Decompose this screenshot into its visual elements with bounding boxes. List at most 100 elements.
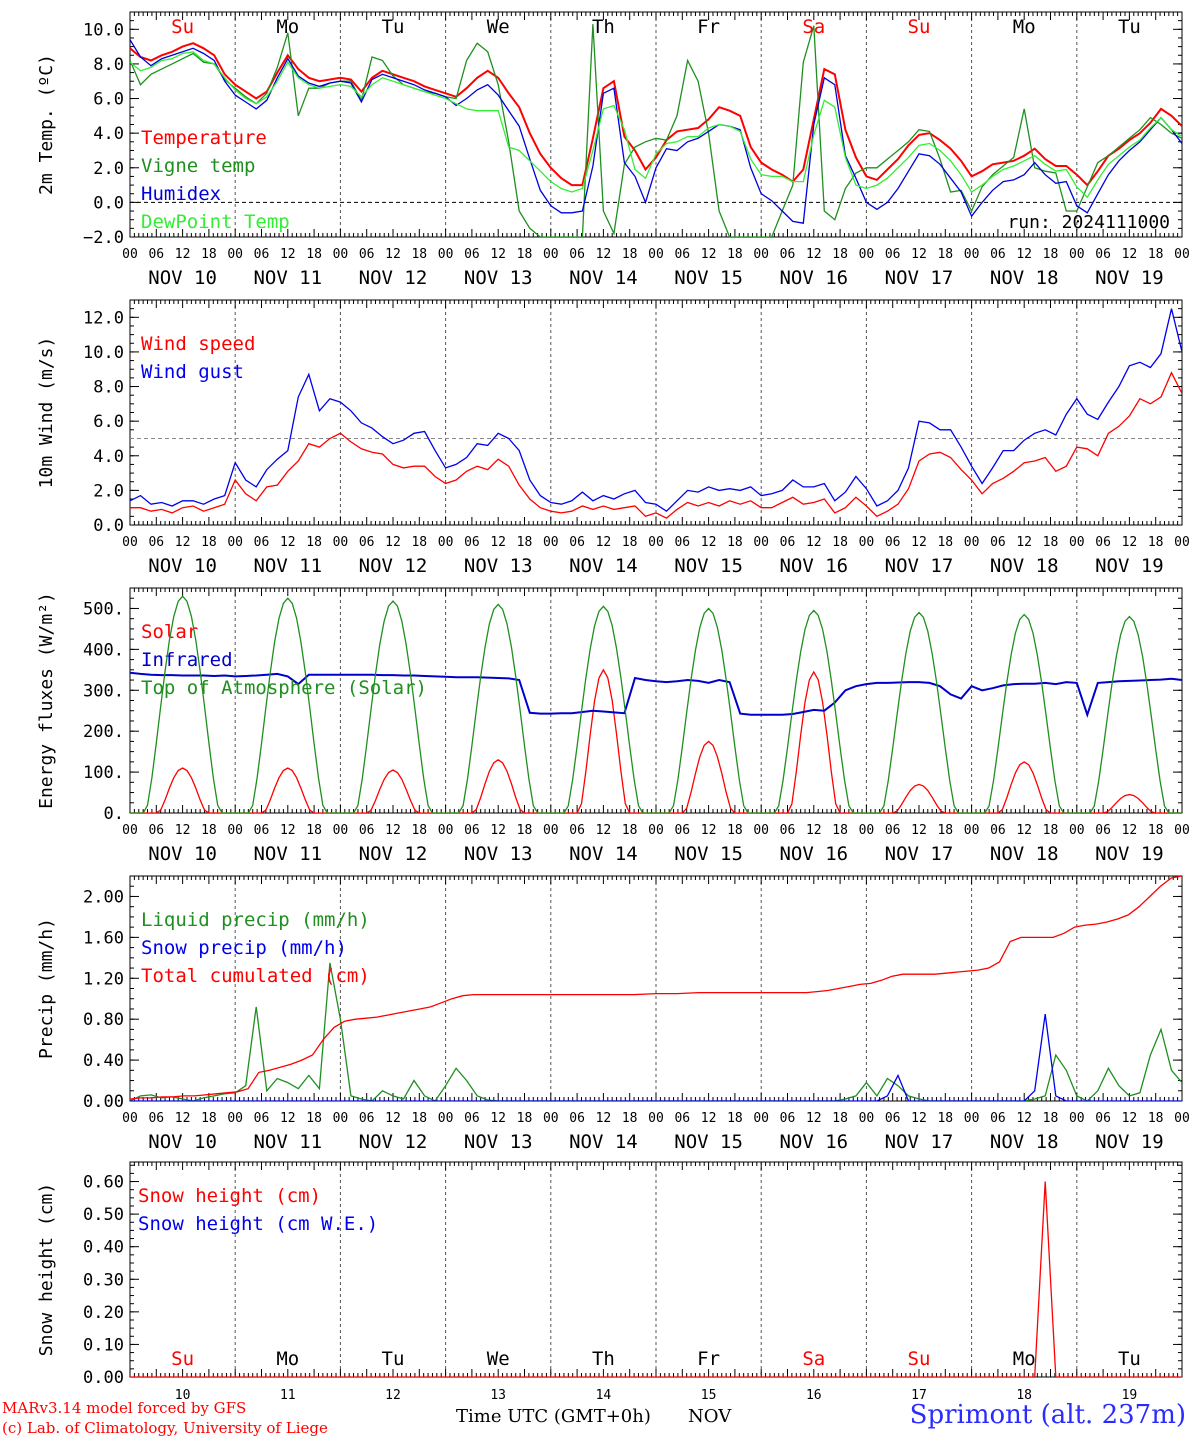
series-line-temperature (130, 42, 1182, 187)
y-tick-label: 12.0 (83, 308, 124, 328)
hour-tick-label: 00 (438, 1111, 454, 1126)
hour-tick-label: 18 (832, 1111, 848, 1126)
date-label: NOV 15 (674, 843, 743, 865)
hour-tick-label: 00 (333, 823, 349, 838)
hour-tick-label: 00 (1174, 247, 1190, 262)
date-label: NOV 14 (569, 843, 638, 865)
hour-tick-label: 18 (832, 247, 848, 262)
y-tick-label: 0.20 (83, 1303, 124, 1323)
hour-tick-label: 06 (885, 823, 901, 838)
hour-tick-label: 18 (1148, 823, 1164, 838)
legend-entry: Snow height (cm) (138, 1185, 321, 1207)
hour-tick-label: 06 (780, 247, 796, 262)
hour-tick-label: 06 (464, 535, 480, 550)
hour-tick-label: 12 (1016, 1111, 1032, 1126)
hour-tick-label: 18 (201, 247, 217, 262)
hour-tick-label: 06 (1095, 247, 1111, 262)
date-label: NOV 13 (464, 267, 533, 289)
hour-tick-label: 12 (1016, 535, 1032, 550)
hour-tick-label: 18 (201, 1111, 217, 1126)
weekday-label: Mo (276, 16, 299, 38)
y-tick-label: 0.80 (83, 1010, 124, 1030)
hour-tick-label: 12 (1016, 247, 1032, 262)
legend-entry: Infrared (141, 649, 233, 671)
hour-tick-label: 00 (753, 1111, 769, 1126)
weekday-label: Mo (276, 1348, 299, 1370)
hour-tick-label: 18 (1043, 247, 1059, 262)
hour-tick-label: 12 (175, 823, 191, 838)
hour-tick-label: 12 (701, 823, 717, 838)
date-label: NOV 14 (569, 555, 638, 577)
y-axis-label: 10m Wind (m/s) (36, 337, 57, 489)
hour-tick-label: 06 (359, 247, 375, 262)
hour-tick-label: 06 (885, 1111, 901, 1126)
date-label: NOV 12 (359, 555, 428, 577)
date-label: NOV 14 (569, 267, 638, 289)
day-number-label: 14 (596, 1388, 612, 1400)
hour-tick-label: 12 (385, 1111, 401, 1126)
date-label: NOV 12 (359, 1131, 428, 1153)
weekday-label: We (487, 16, 510, 38)
hour-tick-label: 18 (832, 823, 848, 838)
hour-tick-label: 18 (622, 535, 638, 550)
lab-credit: (c) Lab. of Climatology, University of L… (2, 1419, 328, 1437)
hour-tick-label: 18 (306, 1111, 322, 1126)
day-number-label: 10 (175, 1388, 191, 1400)
y-axis-label: Energy fluxes (W/m²) (36, 592, 57, 809)
day-number-label: 12 (385, 1388, 401, 1400)
hour-tick-label: 00 (964, 823, 980, 838)
series-line-wind-speed (130, 371, 1182, 519)
y-tick-label: 8.0 (93, 55, 124, 75)
series-line-dewpoint-temp (130, 51, 1182, 199)
hour-tick-label: 12 (806, 823, 822, 838)
hour-tick-label: 12 (280, 247, 296, 262)
hour-tick-label: 06 (674, 823, 690, 838)
y-axis-label: Precip (mm/h) (36, 918, 57, 1059)
hour-tick-label: 00 (227, 535, 243, 550)
date-label: NOV 13 (464, 843, 533, 865)
weekday-label: Mo (1013, 1348, 1036, 1370)
hour-tick-label: 06 (1095, 823, 1111, 838)
legend-entry: Total cumulated (cm) (141, 965, 370, 987)
weekday-label: Mo (1013, 16, 1036, 38)
weekday-label: Tu (382, 1348, 405, 1370)
date-label: NOV 14 (569, 1131, 638, 1153)
hour-tick-label: 12 (911, 1111, 927, 1126)
date-label: NOV 19 (1095, 555, 1164, 577)
hour-tick-label: 18 (517, 1111, 533, 1126)
y-tick-label: 10.0 (83, 343, 124, 363)
hour-tick-label: 18 (411, 247, 427, 262)
hour-tick-label: 12 (1122, 247, 1138, 262)
hour-tick-label: 00 (1069, 535, 1085, 550)
hour-tick-label: 06 (569, 1111, 585, 1126)
hour-tick-label: 18 (411, 1111, 427, 1126)
legend-entry: Top of Atmosphere (Solar) (141, 677, 427, 699)
y-tick-label: 0.00 (83, 1368, 124, 1388)
series-line-wind-gust (130, 308, 1182, 513)
hour-tick-label: 06 (254, 823, 270, 838)
y-tick-label: 2.00 (83, 887, 124, 907)
hour-tick-label: 18 (1043, 1111, 1059, 1126)
legend-entry: Temperature (141, 127, 267, 149)
hour-tick-label: 12 (490, 1111, 506, 1126)
hour-tick-label: 00 (122, 247, 138, 262)
date-label: NOV 12 (359, 267, 428, 289)
series-line-solar (130, 668, 1182, 813)
hour-tick-label: 06 (359, 535, 375, 550)
hour-tick-label: 00 (333, 247, 349, 262)
day-number-label: 16 (806, 1388, 822, 1400)
date-label: NOV 19 (1095, 267, 1164, 289)
legend-entry: Vigne temp (141, 155, 255, 177)
weekday-label: Tu (1118, 1348, 1141, 1370)
hour-tick-label: 12 (701, 535, 717, 550)
hour-tick-label: 00 (227, 1111, 243, 1126)
hour-tick-label: 00 (333, 1111, 349, 1126)
hour-tick-label: 00 (964, 1111, 980, 1126)
hour-tick-label: 06 (254, 1111, 270, 1126)
hour-tick-label: 18 (1043, 535, 1059, 550)
day-number-label: 18 (1016, 1388, 1032, 1400)
legend-entry: Snow precip (mm/h) (141, 937, 347, 959)
hour-tick-label: 18 (622, 247, 638, 262)
hour-tick-label: 00 (333, 535, 349, 550)
y-tick-label: 1.20 (83, 969, 124, 989)
